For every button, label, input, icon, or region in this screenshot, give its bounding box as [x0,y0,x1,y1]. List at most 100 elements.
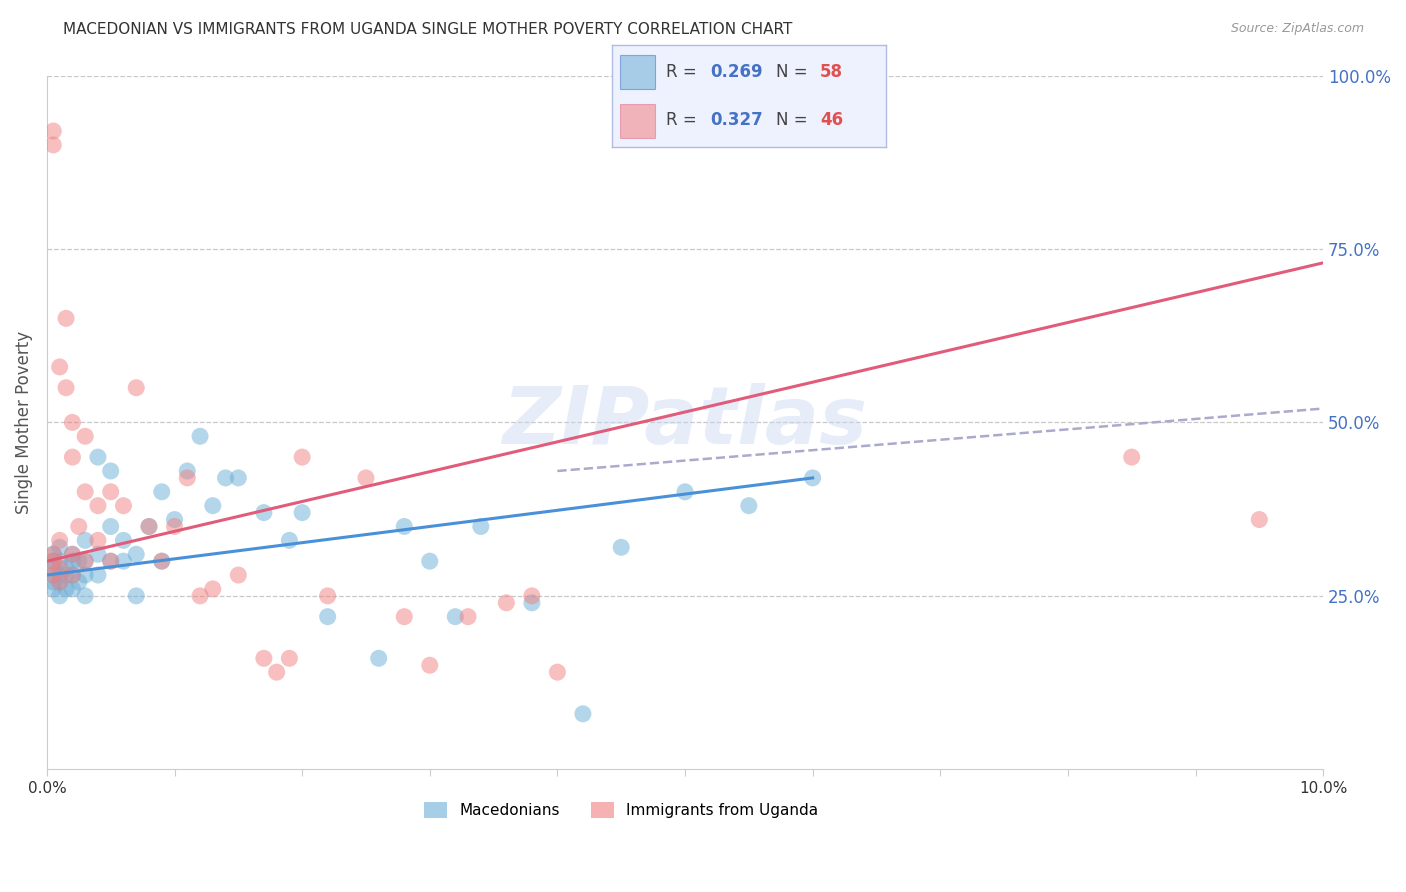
Legend: Macedonians, Immigrants from Uganda: Macedonians, Immigrants from Uganda [419,796,824,824]
Point [42,124,65,138]
Point [48,533,70,548]
Point [42,137,65,152]
Point [42,547,65,561]
Point [100,554,122,568]
Point [87,499,110,513]
Point [100,554,122,568]
Point [394,519,416,533]
Point [100,464,122,478]
FancyBboxPatch shape [620,104,655,138]
Point [48,589,70,603]
Point [419,554,441,568]
Point [201,582,224,596]
Point [228,471,250,485]
Point [266,665,288,680]
Point [112,554,135,568]
Point [444,609,467,624]
Point [67,519,90,533]
Point [291,450,314,464]
Point [75,589,97,603]
Point [495,596,517,610]
Point [316,589,339,603]
Text: 0.269: 0.269 [710,62,763,81]
Point [470,519,492,533]
Point [100,519,122,533]
Point [75,484,97,499]
Point [42,568,65,582]
Point [316,609,339,624]
Point [42,574,65,589]
Point [138,519,160,533]
Text: MACEDONIAN VS IMMIGRANTS FROM UGANDA SINGLE MOTHER POVERTY CORRELATION CHART: MACEDONIAN VS IMMIGRANTS FROM UGANDA SIN… [63,22,793,37]
Text: ZIPatlas: ZIPatlas [502,384,868,461]
Point [1121,450,1143,464]
Y-axis label: Single Mother Poverty: Single Mother Poverty [15,331,32,514]
Point [48,541,70,555]
Point [42,554,65,568]
Text: 0.327: 0.327 [710,111,763,129]
Point [48,359,70,374]
Point [1249,512,1271,526]
Point [55,311,77,326]
Text: R =: R = [666,62,703,81]
Point [367,651,389,665]
Point [278,533,301,548]
Point [62,568,84,582]
Point [48,554,70,568]
Point [87,568,110,582]
Point [87,547,110,561]
Point [201,499,224,513]
Point [291,506,314,520]
Point [42,547,65,561]
Point [42,561,65,575]
Point [55,582,77,596]
Text: Source: ZipAtlas.com: Source: ZipAtlas.com [1230,22,1364,36]
Point [214,471,236,485]
Point [176,464,198,478]
Point [419,658,441,673]
Point [253,651,276,665]
Point [48,574,70,589]
Point [546,665,568,680]
Text: R =: R = [666,111,703,129]
Text: 46: 46 [820,111,844,129]
Point [673,484,696,499]
Point [457,609,479,624]
Point [138,519,160,533]
Point [520,596,543,610]
Point [278,651,301,665]
Point [42,568,65,582]
Point [75,429,97,443]
Point [55,568,77,582]
Point [75,554,97,568]
Point [100,484,122,499]
Point [738,499,761,513]
Point [42,582,65,596]
Point [48,561,70,575]
Point [42,554,65,568]
Point [62,547,84,561]
Point [801,471,824,485]
Point [188,429,211,443]
Point [150,554,173,568]
Point [610,541,633,555]
FancyBboxPatch shape [620,55,655,88]
Point [62,416,84,430]
Point [112,499,135,513]
Point [572,706,595,721]
Point [62,582,84,596]
Point [520,589,543,603]
Point [67,554,90,568]
Text: 58: 58 [820,62,844,81]
Point [75,554,97,568]
Point [62,554,84,568]
Point [163,512,186,526]
Point [125,547,148,561]
Point [354,471,377,485]
Point [188,589,211,603]
Point [48,574,70,589]
Point [75,568,97,582]
Point [150,554,173,568]
Point [87,450,110,464]
Point [112,533,135,548]
